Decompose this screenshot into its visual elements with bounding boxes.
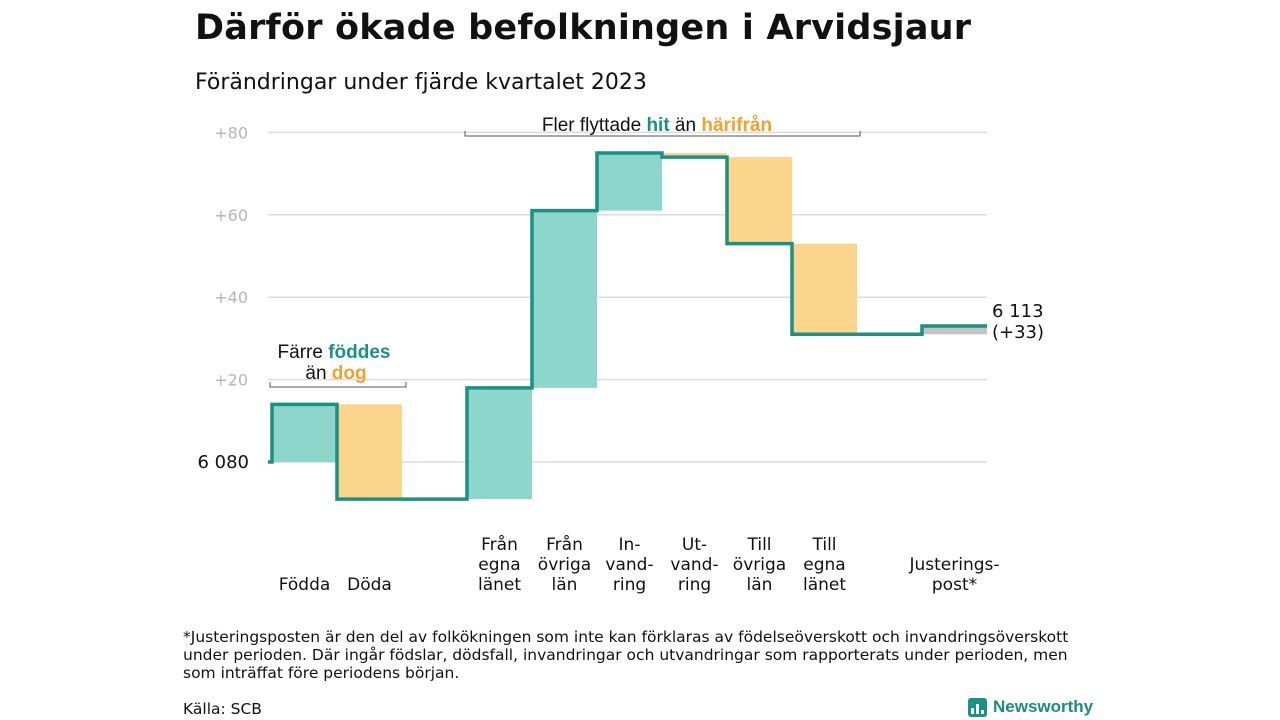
category-label: ring — [678, 575, 711, 595]
category-label: län — [552, 575, 578, 595]
category-label: övriga — [538, 555, 591, 575]
bar-från-övriga-län — [532, 210, 597, 388]
category-label: In- — [619, 535, 641, 555]
bar-från-egna-länet — [467, 387, 532, 500]
chart-subtitle: Förändringar under fjärde kvartalet 2023 — [195, 70, 647, 95]
births-annotation-highlight: föddes — [328, 342, 390, 363]
category-label: länet — [803, 575, 846, 595]
bar-till-egna-länet — [792, 243, 857, 335]
footnote: *Justeringsposten är den del av folkökni… — [183, 628, 1069, 682]
category-label: län — [747, 575, 773, 595]
bar-döda — [337, 404, 402, 500]
migration-annotation-part: hit — [646, 115, 670, 136]
category-label: Justerings- — [908, 555, 999, 575]
bar-till-övriga-län — [727, 157, 792, 244]
category-label: Från — [546, 534, 583, 555]
y-tick-label: +40 — [214, 288, 248, 307]
newsworthy-logo-text: Newsworthy — [993, 697, 1094, 716]
bar-utvandring — [662, 153, 727, 158]
category-label: Till — [746, 535, 771, 555]
category-label: egna — [803, 555, 845, 575]
end-change-label: (+33) — [992, 322, 1044, 343]
category-label: övriga — [733, 555, 786, 575]
births-annotation-part: Färre — [278, 342, 329, 363]
category-label: post* — [932, 575, 977, 595]
bar-invandring — [597, 153, 662, 211]
deaths-annotation: än dog — [305, 363, 366, 384]
chart-title: Därför ökade befolkningen i Arvidsjaur — [195, 8, 972, 48]
category-label: Från — [481, 534, 518, 555]
category-label: egna — [478, 555, 520, 575]
category-label: ring — [613, 575, 646, 595]
migration-annotation-part: Fler flyttade — [542, 115, 647, 136]
migration-annotation-part: härifrån — [701, 115, 772, 136]
births-annotation: Färre föddes — [278, 342, 391, 363]
migration-annotation-part: än — [670, 115, 702, 136]
end-value-label: 6 113 — [992, 301, 1044, 322]
step-line — [268, 151, 987, 501]
y-tick-label: +80 — [214, 123, 248, 142]
migration-bracket — [464, 131, 861, 137]
deaths-annotation-part: än — [305, 363, 331, 384]
source-label: Källa: SCB — [183, 700, 262, 718]
category-label: länet — [478, 575, 521, 595]
category-label: vand- — [670, 555, 718, 575]
migration-annotation: Fler flyttade hit än härifrån — [542, 115, 772, 136]
start-value-label: 6 080 — [197, 452, 249, 473]
category-label: Döda — [347, 575, 392, 595]
newsworthy-logo[interactable]: Newsworthy — [968, 697, 1093, 717]
bar-justeringspost- — [922, 326, 987, 335]
births-bracket — [269, 382, 407, 388]
y-tick-label: +60 — [214, 206, 248, 225]
bar-födda — [272, 404, 337, 462]
category-label: Till — [811, 535, 836, 555]
category-label: Födda — [279, 575, 331, 595]
deaths-annotation-highlight: dog — [332, 363, 367, 384]
category-label: Ut- — [682, 535, 707, 555]
category-label: vand- — [605, 555, 653, 575]
newsworthy-logo-icon — [968, 697, 987, 717]
y-tick-label: +20 — [214, 371, 248, 390]
